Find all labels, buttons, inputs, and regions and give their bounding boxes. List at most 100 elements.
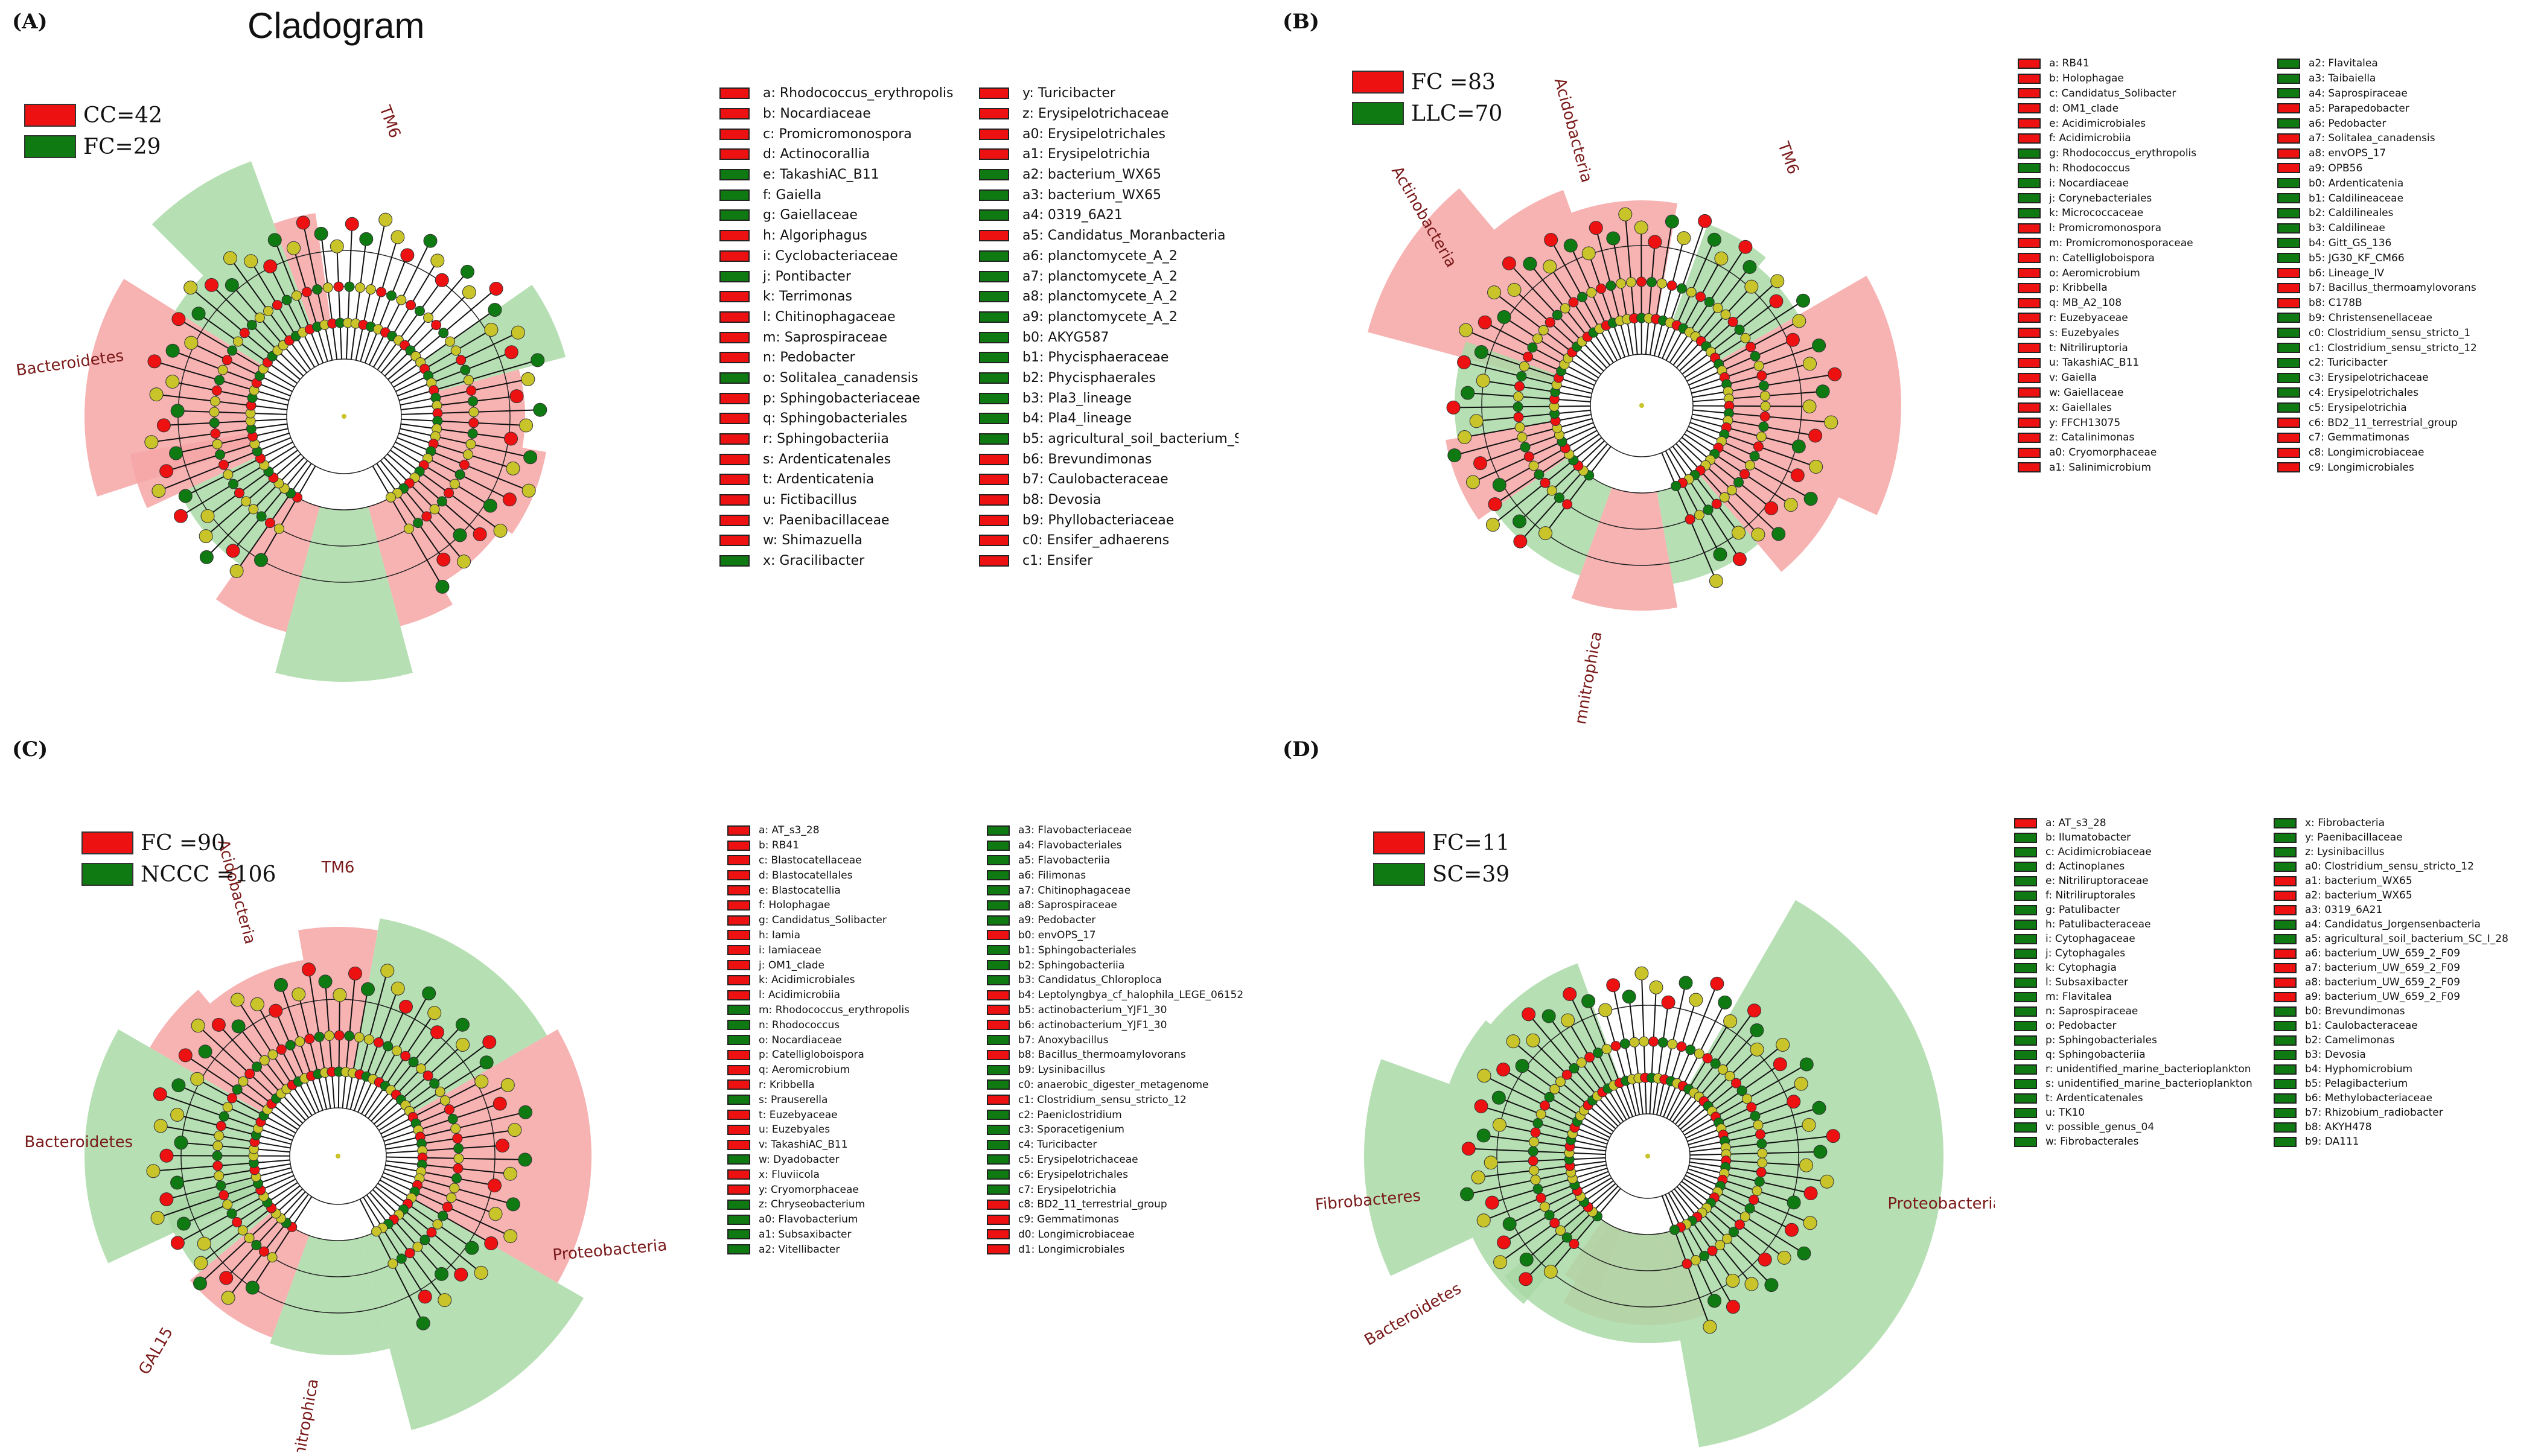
panel-label: (A) (12, 10, 48, 34)
branch (1492, 1168, 1608, 1204)
taxa-legend-item: f: Holophagae (727, 898, 987, 913)
tree-node (1704, 296, 1715, 307)
taxa-swatch (987, 1214, 1010, 1225)
tree-node (1586, 287, 1597, 298)
group-entry: CC=42 (24, 100, 162, 131)
branch (1686, 1171, 1811, 1224)
tree-node (174, 509, 188, 523)
tree-node (1634, 220, 1648, 235)
group-name: FC =83 (1411, 69, 1496, 95)
tree-node (1502, 1217, 1517, 1232)
clade-shade (1446, 421, 1570, 520)
taxa-swatch (2274, 962, 2297, 973)
taxa-legend-item: a5: Parapedobacter (2277, 101, 2537, 116)
tree-node (1739, 1211, 1750, 1222)
taxa-name: b7: Rhizobium_radiobacter (2305, 1107, 2443, 1119)
tree-node (1461, 1142, 1476, 1156)
tree-node (314, 1031, 325, 1042)
clade-label: TM6 (375, 103, 404, 141)
taxa-legend-item: c3: Erysipelotrichaceae (2277, 370, 2537, 386)
taxa-swatch (2274, 876, 2297, 886)
branch (1476, 409, 1591, 422)
branch (232, 460, 308, 552)
taxa-legend-item: t: Euzebyaceae (727, 1107, 987, 1122)
branch (360, 237, 398, 362)
group-swatch (1352, 71, 1404, 94)
tree-node (267, 233, 282, 247)
taxa-swatch (2274, 1035, 2297, 1046)
taxa-swatch (2018, 462, 2041, 473)
tree-node (212, 1160, 223, 1171)
branch (1481, 351, 1593, 390)
tree-node (376, 287, 387, 297)
taxa-swatch (2277, 103, 2300, 114)
tree-node (232, 1216, 243, 1227)
taxa-legend-item: a4: 0319_6A21 (979, 205, 1239, 226)
tree-node (244, 1069, 255, 1079)
taxa-name: p: Sphingobacteriales (2045, 1034, 2157, 1046)
taxa-legend-item: q: Sphingobacteriia (2014, 1047, 2274, 1062)
branch (380, 1179, 492, 1244)
taxa-swatch (2277, 193, 2300, 204)
tree-node (170, 404, 185, 418)
taxa-name: b: RB41 (759, 839, 800, 852)
tree-node (1616, 278, 1627, 289)
taxa-swatch (719, 291, 750, 303)
tree-node (209, 407, 220, 418)
taxa-swatch (2018, 163, 2041, 174)
tree-node (1732, 526, 1746, 540)
taxa-swatch (2274, 1136, 2297, 1147)
branch (337, 995, 340, 1108)
taxa-legend-item: b4: Hyphomicrobium (2274, 1062, 2533, 1076)
tree-node (215, 449, 226, 460)
taxa-legend-item: x: Gaiellales (2018, 400, 2277, 415)
tree-node (304, 1034, 315, 1044)
taxa-name: a: AT_s3_28 (2045, 817, 2106, 829)
tree-node (1666, 280, 1677, 291)
taxa-swatch (2014, 876, 2037, 886)
taxa-legend: a: AT_s3_28 b: RB41 c: Blastocatellaceae d:… (727, 823, 1246, 1257)
taxa-legend-item: c9: Longimicrobiales (2277, 460, 2537, 475)
taxa-name: v: Gaiella (2049, 372, 2097, 384)
tree-node (302, 962, 316, 977)
taxa-swatch (2277, 88, 2300, 99)
taxa-name: a0: Clostridium_sensu_stricto_12 (2305, 860, 2474, 873)
taxa-name: a: AT_s3_28 (759, 824, 820, 837)
tree-node (468, 418, 479, 428)
branch (1689, 1151, 1820, 1156)
tree-node (333, 281, 344, 292)
tree-node (459, 459, 470, 470)
cladogram: ActinobacteriaAcidobacteriaOmnitrophicaT… (1368, 76, 1901, 724)
tree-node (1532, 1118, 1543, 1129)
tree-node (1746, 1102, 1757, 1113)
branch (1494, 433, 1600, 505)
taxa-swatch (2277, 208, 2300, 218)
group-name: LLC=70 (1411, 101, 1503, 126)
tree-node (225, 278, 239, 292)
taxa-swatch (979, 474, 1009, 486)
taxa-legend-item: a6: planctomycete_A_2 (979, 246, 1239, 267)
tree-node (460, 264, 474, 279)
taxa-swatch (727, 1079, 750, 1090)
taxa-legend-item: a7: bacterium_UW_659_2_F09 (2274, 961, 2533, 975)
tree-node (191, 307, 206, 321)
tree-node (1685, 514, 1695, 525)
taxa-swatch (2274, 977, 2297, 988)
taxa-legend-item: z: Erysipelotrichaceae (979, 104, 1239, 124)
panel-d: (D) Fibrobacteres Bacteroidetes Proteobact… (1270, 728, 2541, 1455)
tree-node (1698, 214, 1712, 228)
taxa-name: q: MB_A2_108 (2049, 297, 2122, 310)
taxa-name: e: Blastocatellia (759, 884, 841, 897)
tree-node (227, 1093, 238, 1104)
branch (1675, 286, 1752, 369)
tree-node (1699, 1250, 1710, 1261)
taxa-swatch (987, 855, 1010, 866)
taxa-legend-item: a1: Subsaxibacter (727, 1227, 987, 1242)
taxa-legend-item: i: Cytophagaceae (2014, 932, 2274, 946)
tree-node (1528, 460, 1539, 471)
tree-node (1755, 1129, 1766, 1140)
taxa-name: a1: Subsaxibacter (759, 1228, 852, 1241)
taxa-name: a2: bacterium_WX65 (1022, 167, 1161, 183)
taxa-swatch (987, 945, 1010, 956)
taxa-swatch (2018, 297, 2041, 308)
